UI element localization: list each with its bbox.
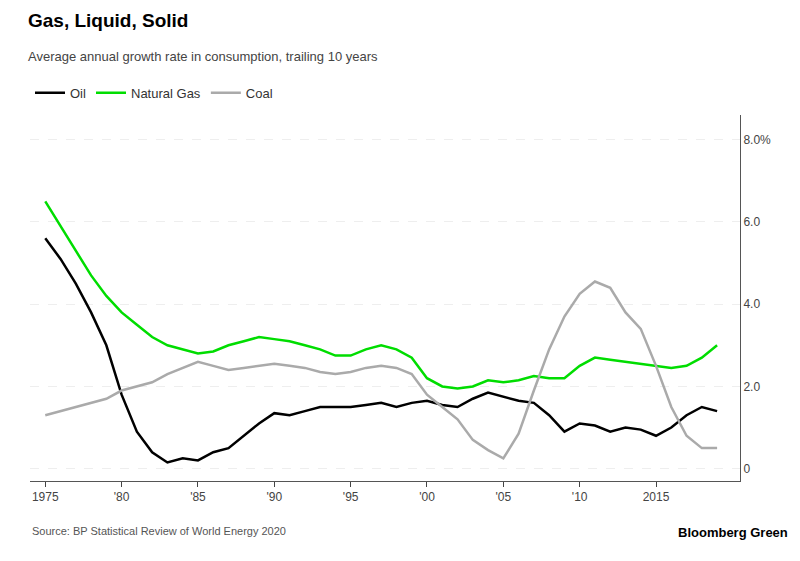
svg-text:2.0: 2.0: [743, 380, 760, 394]
svg-text:4.0: 4.0: [743, 297, 760, 311]
svg-text:Bloomberg Green: Bloomberg Green: [678, 525, 788, 540]
svg-text:'10: '10: [572, 490, 588, 504]
svg-text:2015: 2015: [643, 490, 670, 504]
svg-text:'85: '85: [190, 490, 206, 504]
svg-text:'95: '95: [343, 490, 359, 504]
svg-text:'05: '05: [496, 490, 512, 504]
svg-text:8.0%: 8.0%: [743, 133, 771, 147]
svg-text:Average annual growth rate in: Average annual growth rate in consumptio…: [28, 49, 378, 64]
svg-text:Source: BP Statistical Review: Source: BP Statistical Review of World E…: [32, 525, 286, 537]
svg-text:0: 0: [743, 462, 750, 476]
svg-text:'80: '80: [114, 490, 130, 504]
svg-text:6.0: 6.0: [743, 215, 760, 229]
svg-text:'90: '90: [266, 490, 282, 504]
svg-text:Oil: Oil: [70, 86, 86, 101]
svg-text:Coal: Coal: [246, 86, 273, 101]
svg-text:'00: '00: [419, 490, 435, 504]
svg-text:1975: 1975: [32, 490, 59, 504]
svg-text:Gas, Liquid, Solid: Gas, Liquid, Solid: [28, 10, 188, 31]
svg-text:Natural Gas: Natural Gas: [131, 86, 201, 101]
